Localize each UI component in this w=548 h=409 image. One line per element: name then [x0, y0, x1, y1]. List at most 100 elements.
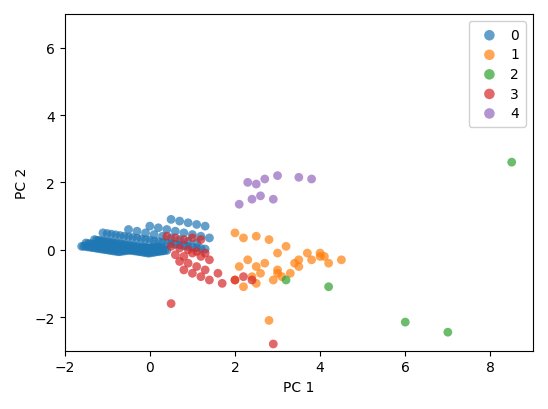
0: [133, 246, 141, 253]
0: [122, 242, 131, 249]
3: [180, 237, 189, 243]
0: [128, 243, 137, 249]
0: [118, 246, 127, 253]
0: [192, 222, 201, 228]
0: [126, 243, 135, 249]
2: [507, 160, 516, 166]
3: [201, 250, 209, 257]
0: [188, 232, 197, 238]
0: [116, 245, 124, 252]
1: [294, 264, 303, 270]
3: [167, 243, 175, 250]
3: [214, 270, 222, 277]
0: [107, 247, 116, 254]
4: [248, 196, 256, 203]
0: [109, 245, 118, 252]
0: [171, 228, 180, 235]
3: [188, 235, 197, 242]
0: [171, 241, 180, 248]
0: [156, 245, 165, 252]
1: [277, 274, 286, 280]
0: [130, 248, 139, 255]
1: [252, 264, 261, 270]
2: [282, 277, 290, 283]
0: [124, 247, 133, 254]
0: [103, 243, 112, 250]
4: [252, 181, 261, 188]
1: [260, 260, 269, 267]
0: [192, 245, 201, 252]
0: [150, 249, 158, 256]
3: [197, 274, 206, 280]
1: [265, 317, 273, 324]
0: [124, 227, 133, 233]
1: [252, 234, 261, 240]
0: [184, 220, 192, 227]
0: [143, 245, 152, 252]
0: [141, 245, 150, 252]
0: [128, 247, 137, 253]
1: [286, 270, 295, 277]
X-axis label: PC 1: PC 1: [283, 380, 315, 394]
0: [92, 242, 101, 249]
3: [188, 270, 197, 277]
0: [82, 240, 90, 247]
0: [184, 238, 192, 245]
0: [109, 248, 118, 255]
0: [175, 242, 184, 249]
0: [92, 245, 101, 252]
1: [269, 277, 278, 283]
0: [145, 237, 154, 244]
1: [303, 250, 312, 257]
0: [137, 249, 146, 255]
3: [218, 281, 226, 287]
0: [88, 245, 96, 252]
3: [188, 250, 197, 257]
3: [197, 254, 206, 260]
0: [86, 244, 95, 251]
0: [162, 227, 171, 233]
0: [126, 247, 135, 254]
0: [161, 247, 169, 254]
0: [150, 232, 158, 238]
0: [150, 238, 158, 245]
3: [269, 341, 278, 347]
3: [197, 237, 206, 243]
3: [171, 235, 180, 242]
0: [154, 239, 163, 245]
0: [141, 230, 150, 236]
0: [99, 230, 107, 236]
1: [320, 254, 329, 260]
0: [188, 244, 197, 251]
1: [265, 237, 273, 243]
1: [248, 274, 256, 280]
0: [107, 239, 116, 246]
0: [126, 247, 135, 253]
3: [192, 264, 201, 270]
1: [256, 270, 265, 277]
0: [145, 223, 154, 230]
0: [116, 233, 124, 239]
0: [79, 243, 88, 250]
0: [145, 245, 154, 252]
3: [171, 252, 180, 258]
3: [248, 277, 256, 283]
3: [175, 245, 184, 252]
0: [103, 239, 112, 245]
0: [130, 246, 139, 253]
0: [128, 247, 137, 254]
3: [180, 254, 189, 260]
0: [141, 245, 150, 252]
0: [101, 243, 110, 250]
0: [118, 248, 127, 255]
3: [162, 234, 171, 240]
0: [103, 247, 112, 253]
0: [105, 244, 114, 251]
0: [139, 249, 148, 256]
0: [103, 231, 112, 237]
3: [184, 260, 192, 267]
1: [243, 257, 252, 263]
0: [90, 245, 99, 252]
0: [154, 249, 163, 255]
1: [307, 257, 316, 263]
